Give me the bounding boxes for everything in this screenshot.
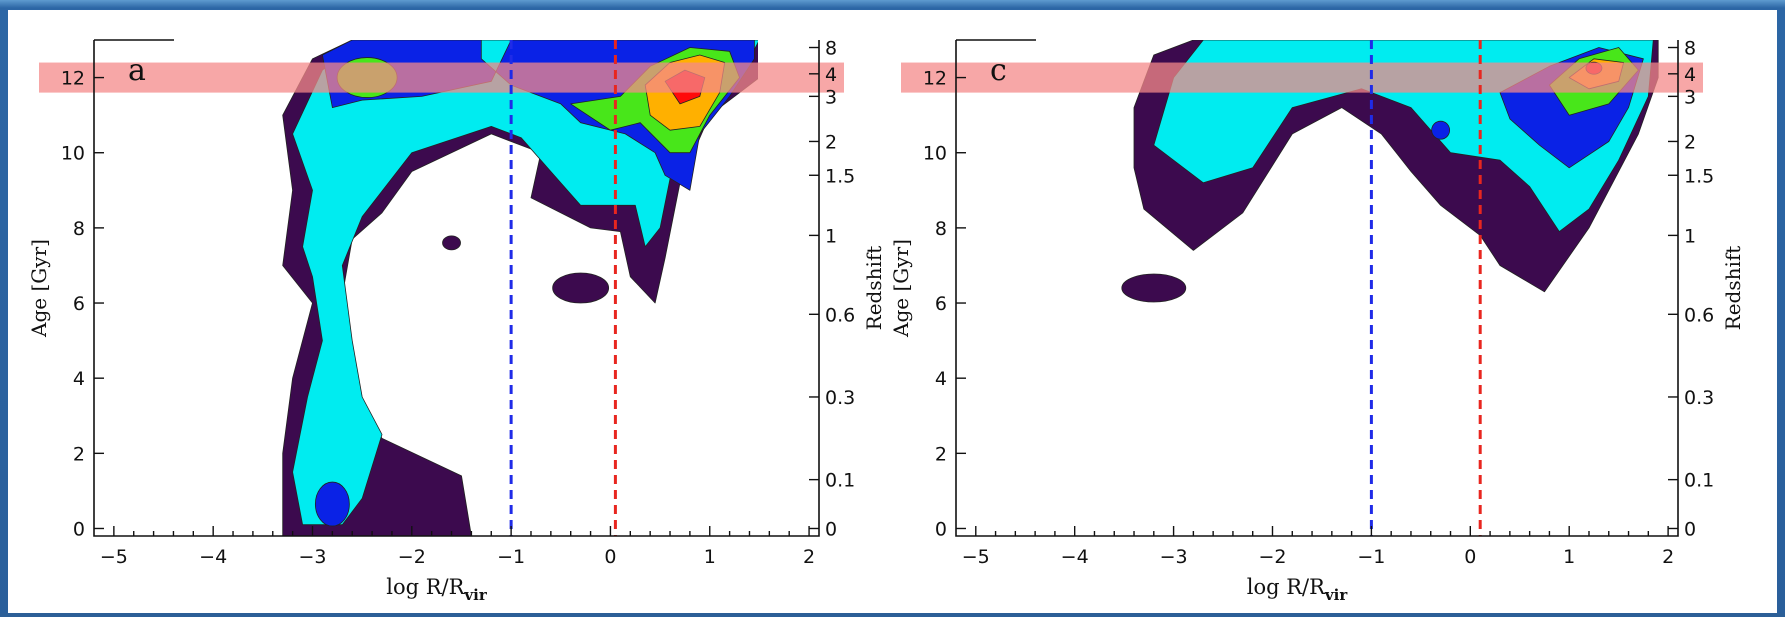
x-axis-label-sub: vir: [463, 586, 487, 604]
y-tick-label: 2: [73, 443, 85, 465]
redshift-tick-label: 1: [825, 225, 837, 247]
redshift-tick-label: 0.6: [1684, 304, 1714, 326]
y-tick-label: 8: [935, 218, 947, 240]
x-tick-label: −1: [1357, 546, 1385, 568]
contour-island: [442, 235, 461, 251]
panel-label: a: [128, 53, 146, 88]
contour-island: [552, 272, 610, 304]
y-tick-label: 4: [73, 368, 85, 390]
redshift-tick-label: 1.5: [1684, 165, 1714, 187]
y-tick-label: 12: [61, 68, 85, 90]
redshift-tick-label: 2: [1684, 131, 1696, 153]
x-tick-label: 1: [1563, 546, 1575, 568]
redshift-tick-label: 0: [825, 518, 837, 540]
redshift-tick-label: 8: [1684, 38, 1696, 60]
figure-canvas: −5 −4 −3 −2 −1 0 1 2 0 2 4 6 8 10 12 0 0.1 0.3 0.6 1 1.5 2 3 4 8…: [8, 10, 1777, 613]
redshift-tick-label: 0.6: [825, 304, 855, 326]
contour-island: [1431, 120, 1451, 140]
y-axis-label: Age [Gyr]: [27, 239, 51, 338]
panel-c: −5 −4 −3 −2 −1 0 1 202468101200.10.30.611.52348…: [889, 38, 1745, 604]
x-tick-label: −1: [497, 546, 525, 568]
panel-a: −5 −4 −3 −2 −1 0 1 202468101200.10.30.611.52348…: [27, 38, 886, 604]
x-tick-label: −5: [962, 546, 990, 568]
x-tick-label: 0: [1464, 546, 1476, 568]
contour-level-2: [292, 40, 758, 526]
x-tick-label: −2: [398, 546, 426, 568]
panel-label: c: [990, 53, 1007, 88]
x-tick-label: −4: [1061, 546, 1089, 568]
x-tick-label: −3: [298, 546, 326, 568]
x-tick-label: 2: [803, 546, 815, 568]
x-tick-label: −3: [1160, 546, 1188, 568]
x-tick-label: −5: [100, 546, 128, 568]
x-tick-label: −4: [199, 546, 227, 568]
density-contours: [282, 40, 758, 536]
x-axis-label-sub: vir: [1324, 586, 1348, 604]
redshift-tick-label: 8: [825, 38, 837, 60]
redshift-tick-label: 3: [1684, 86, 1696, 108]
x-tick-label: −2: [1258, 546, 1286, 568]
y-tick-label: 6: [73, 293, 85, 315]
contour-island: [1121, 273, 1187, 303]
redshift-tick-label: 4: [825, 64, 837, 86]
redshift-tick-label: 1: [1684, 225, 1696, 247]
y-axis-label: Age [Gyr]: [889, 239, 913, 338]
y-tick-label: 2: [935, 443, 947, 465]
redshift-tick-label: 4: [1684, 64, 1696, 86]
x-axis-label: log R/Rvir: [386, 575, 488, 604]
redshift-tick-label: 0.1: [825, 470, 855, 492]
redshift-band: [39, 62, 844, 93]
y-tick-label: 10: [923, 143, 947, 165]
y-tick-label: 4: [935, 368, 947, 390]
redshift-band: [901, 62, 1703, 93]
redshift-tick-label: 3: [825, 86, 837, 108]
axes-frame: [955, 40, 1679, 537]
redshift-tick-label: 0.1: [1684, 470, 1714, 492]
y-tick-label: 12: [923, 68, 947, 90]
x-tick-label: 1: [704, 546, 716, 568]
y2-axis-label: Redshift: [1721, 246, 1745, 331]
y-tick-label: 6: [935, 293, 947, 315]
redshift-tick-label: 0.3: [1684, 387, 1714, 409]
chart-figure: −5 −4 −3 −2 −1 0 1 202468101200.10.30.611.52348…: [27, 38, 1745, 604]
redshift-tick-label: 0: [1684, 518, 1696, 540]
contour-level-3-bottom: [314, 481, 350, 527]
x-axis-label-main: log R/R: [1247, 575, 1326, 599]
redshift-tick-label: 1.5: [825, 165, 855, 187]
redshift-tick-label: 0.3: [825, 387, 855, 409]
x-axis-label-main: log R/R: [386, 575, 465, 599]
redshift-tick-label: 2: [825, 131, 837, 153]
x-tick-label: 0: [604, 546, 616, 568]
y-tick-label: 0: [73, 518, 85, 540]
axes-frame: [93, 40, 820, 537]
y-tick-label: 10: [61, 143, 85, 165]
y-tick-label: 0: [935, 518, 947, 540]
x-tick-label: 2: [1662, 546, 1674, 568]
y2-axis-label: Redshift: [862, 246, 886, 331]
x-axis-label: log R/Rvir: [1247, 575, 1349, 604]
y-tick-label: 8: [73, 218, 85, 240]
